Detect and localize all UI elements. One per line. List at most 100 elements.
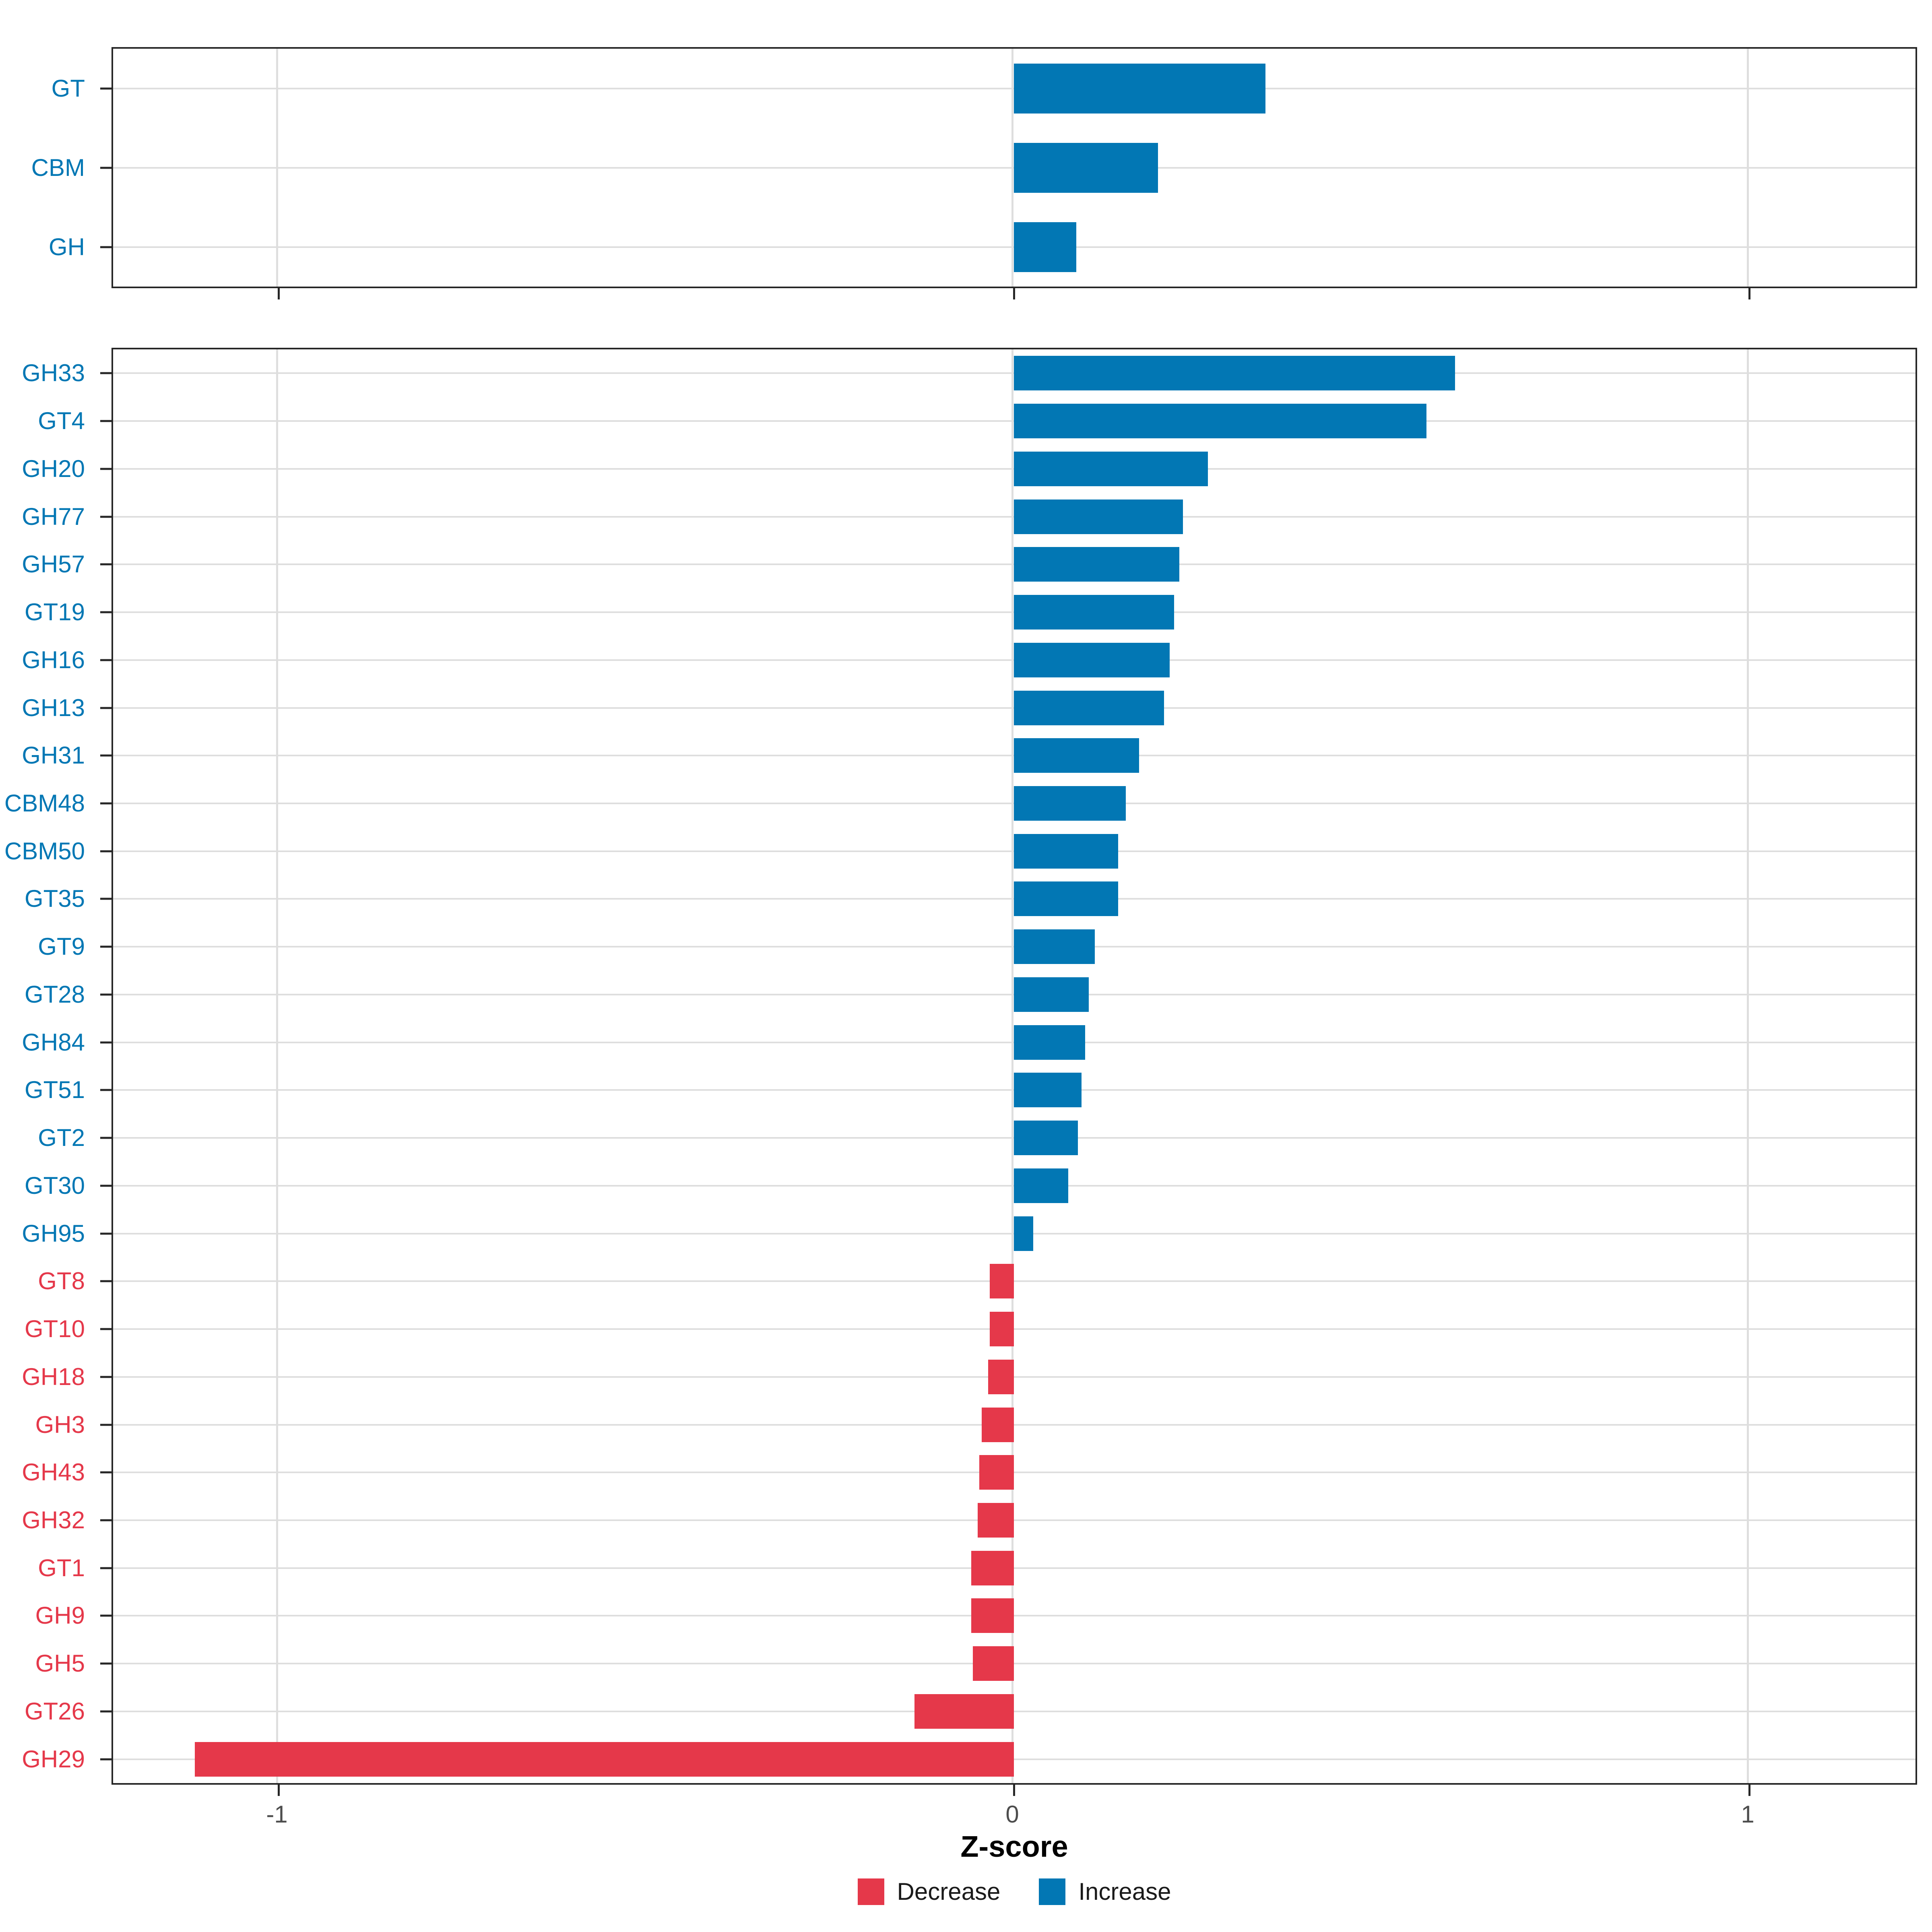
y-tick bbox=[100, 754, 111, 757]
category-label-gh29: GH29 bbox=[22, 1745, 85, 1773]
y-gridline bbox=[113, 1376, 1915, 1378]
x-gridline bbox=[276, 349, 278, 1783]
x-tick bbox=[1748, 288, 1750, 299]
y-tick bbox=[100, 1232, 111, 1235]
y-gridline bbox=[113, 1280, 1915, 1282]
bar-gh84 bbox=[1014, 1025, 1086, 1060]
x-tick-label: 0 bbox=[1005, 1801, 1019, 1828]
bar-gh29 bbox=[194, 1742, 1014, 1777]
y-tick bbox=[100, 246, 111, 248]
y-tick bbox=[100, 1424, 111, 1426]
x-tick bbox=[1748, 1785, 1750, 1796]
y-gridline bbox=[113, 1519, 1915, 1521]
bar-gh3 bbox=[981, 1407, 1014, 1442]
category-label-gh3: GH3 bbox=[35, 1411, 85, 1438]
bottom-panel: GH33 GT4 GH20 GH77 GH57 GT19 GH16 GH13 GH31 CBM48… bbox=[4, 348, 1917, 1796]
legend-swatch-decrease bbox=[857, 1878, 884, 1905]
y-tick bbox=[100, 659, 111, 661]
bar-gh95 bbox=[1014, 1216, 1033, 1251]
y-tick bbox=[100, 611, 111, 613]
y-tick bbox=[100, 1758, 111, 1761]
bar-gh5 bbox=[972, 1646, 1014, 1681]
category-label-gt26: GT26 bbox=[24, 1697, 85, 1725]
category-label-gh57: GH57 bbox=[22, 551, 85, 578]
y-gridline bbox=[113, 1663, 1915, 1665]
y-gridline bbox=[113, 1615, 1915, 1617]
x-tick bbox=[278, 288, 280, 299]
bar-gt28 bbox=[1014, 977, 1089, 1012]
bar-gh57 bbox=[1014, 547, 1180, 582]
legend-label-decrease: Decrease bbox=[897, 1878, 1001, 1905]
y-tick bbox=[100, 1662, 111, 1665]
bar-gt51 bbox=[1014, 1073, 1082, 1108]
bar-gt30 bbox=[1014, 1168, 1069, 1203]
bar-gt1 bbox=[971, 1550, 1014, 1585]
y-tick bbox=[100, 1041, 111, 1044]
bar-gh20 bbox=[1014, 451, 1208, 486]
bar-gt10 bbox=[989, 1312, 1014, 1347]
y-tick bbox=[100, 167, 111, 169]
y-tick bbox=[100, 850, 111, 852]
category-label-gt: GT bbox=[51, 74, 85, 102]
y-tick bbox=[100, 1376, 111, 1378]
y-gridline bbox=[113, 1710, 1915, 1712]
y-tick bbox=[100, 1519, 111, 1521]
bar-gt2 bbox=[1014, 1121, 1078, 1156]
x-tick-label: 1 bbox=[1741, 1801, 1754, 1828]
category-label-gt1: GT1 bbox=[38, 1554, 85, 1581]
y-tick bbox=[100, 1328, 111, 1330]
x-axis-title: Z-score bbox=[960, 1830, 1068, 1863]
top-panel: GT CBM GH bbox=[31, 47, 1917, 299]
bar-gh bbox=[1014, 222, 1077, 272]
category-label-gt35: GT35 bbox=[24, 885, 85, 912]
bar-gt19 bbox=[1014, 595, 1174, 630]
legend-item-decrease: Decrease bbox=[857, 1878, 1001, 1905]
category-label-gh9: GH9 bbox=[35, 1602, 85, 1629]
bar-gh43 bbox=[979, 1455, 1014, 1490]
category-label-gh33: GH33 bbox=[22, 359, 85, 387]
category-label-gt2: GT2 bbox=[38, 1124, 85, 1152]
category-label-gt10: GT10 bbox=[24, 1315, 85, 1343]
legend: Decrease Increase bbox=[733, 1878, 1296, 1905]
y-tick bbox=[100, 1280, 111, 1282]
category-label-gh16: GH16 bbox=[22, 646, 85, 673]
category-label-gh43: GH43 bbox=[22, 1459, 85, 1486]
category-label-gh77: GH77 bbox=[22, 503, 85, 530]
y-tick bbox=[100, 945, 111, 948]
category-label-gh: GH bbox=[49, 233, 85, 260]
y-tick bbox=[100, 516, 111, 518]
y-gridline bbox=[113, 1424, 1915, 1426]
y-tick bbox=[100, 1089, 111, 1091]
category-label-cbm: CBM bbox=[31, 154, 85, 181]
bar-gt bbox=[1014, 63, 1265, 114]
category-label-cbm50: CBM50 bbox=[4, 837, 85, 865]
bar-gt26 bbox=[914, 1694, 1014, 1729]
bar-gt8 bbox=[989, 1264, 1014, 1299]
bar-gh32 bbox=[978, 1503, 1014, 1538]
bar-cbm bbox=[1014, 142, 1158, 193]
bar-gh18 bbox=[988, 1359, 1014, 1394]
category-label-cbm48: CBM48 bbox=[4, 789, 85, 817]
bar-cbm48 bbox=[1014, 786, 1126, 821]
legend-item-increase: Increase bbox=[1039, 1878, 1171, 1905]
category-label-gh84: GH84 bbox=[22, 1028, 85, 1056]
y-gridline bbox=[113, 1758, 1915, 1760]
category-label-gh32: GH32 bbox=[22, 1506, 85, 1534]
category-label-gt51: GT51 bbox=[24, 1076, 85, 1104]
y-tick bbox=[100, 707, 111, 709]
y-gridline bbox=[113, 1472, 1915, 1474]
y-tick bbox=[100, 372, 111, 374]
x-tick bbox=[1013, 288, 1015, 299]
y-gridline bbox=[113, 1328, 1915, 1330]
y-tick bbox=[100, 1567, 111, 1569]
category-label-gt4: GT4 bbox=[38, 407, 85, 435]
legend-swatch-increase bbox=[1039, 1878, 1066, 1905]
x-gridline bbox=[1011, 349, 1013, 1783]
bar-cbm50 bbox=[1014, 834, 1119, 869]
category-label-gh20: GH20 bbox=[22, 455, 85, 482]
y-tick bbox=[100, 87, 111, 89]
x-gridline bbox=[1747, 349, 1749, 1783]
bar-gt4 bbox=[1014, 404, 1426, 439]
y-tick bbox=[100, 1137, 111, 1139]
